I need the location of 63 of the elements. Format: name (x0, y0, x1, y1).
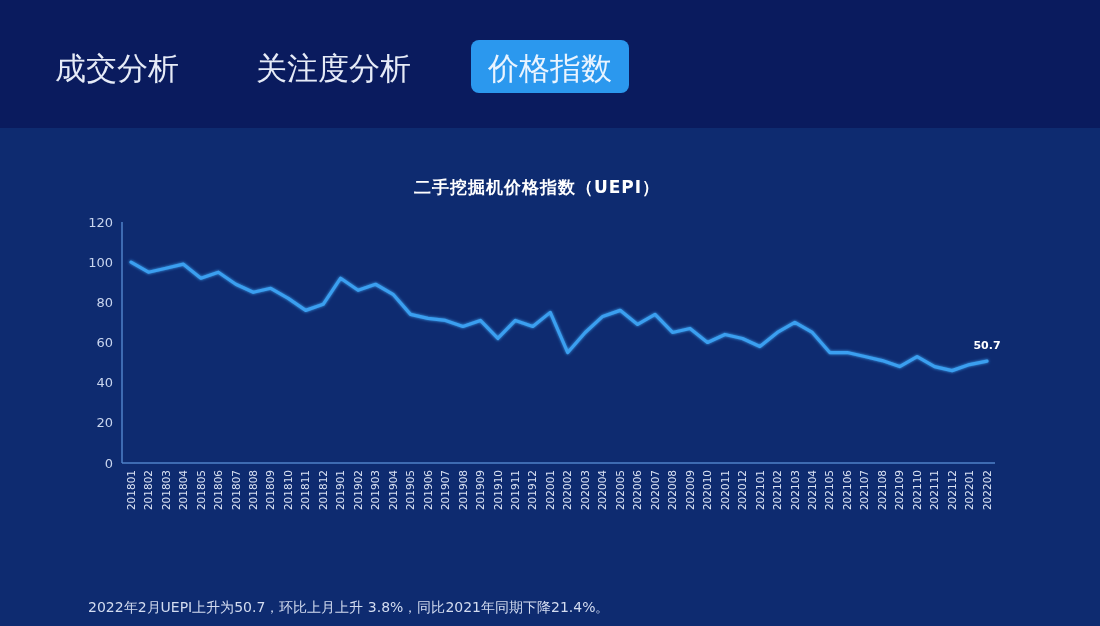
chart-title: 二手挖掘机价格指数（UEPI） (413, 177, 661, 197)
x-tick-label: 201912 (526, 470, 539, 511)
x-tick-label: 202005 (613, 470, 626, 511)
x-tick-label: 201903 (369, 470, 382, 511)
x-tick-label: 202011 (718, 470, 731, 511)
x-tick-label: 201905 (404, 470, 417, 511)
x-tick-label: 201803 (159, 470, 172, 511)
x-tick-label: 201904 (386, 469, 399, 511)
y-tick-label: 40 (96, 375, 113, 391)
x-tick-label: 201804 (177, 469, 190, 511)
x-tick-label: 202103 (788, 470, 801, 511)
text: 2022年2月UEPI上升为50.7，环比上月上升 3.8%，同比2021年同期下降21.4%。 (88, 599, 610, 615)
x-tick-label: 202104 (805, 469, 818, 511)
x-tick-label: 202105 (823, 470, 836, 511)
x-tick-label: 202101 (753, 470, 766, 511)
x-tick-label: 201909 (474, 470, 487, 511)
x-tick-label: 202010 (701, 470, 714, 511)
x-tick-label: 201907 (439, 470, 452, 511)
x-tick-label: 202008 (666, 470, 679, 511)
x-tick-label: 201910 (491, 470, 504, 511)
x-tick-label: 202001 (543, 470, 556, 511)
x-tick-label: 202106 (840, 469, 853, 511)
x-tick-label: 201809 (264, 470, 277, 511)
x-tick-label: 202012 (736, 470, 749, 511)
y-tick-label: 60 (96, 335, 113, 351)
x-tick-label: 201908 (456, 470, 469, 511)
x-tick-label: 202007 (648, 470, 661, 511)
y-tick-label: 0 (104, 455, 113, 471)
y-tick-label: 100 (88, 254, 113, 270)
x-tick-label: 201810 (281, 470, 294, 511)
x-tick-label: 202003 (578, 470, 591, 511)
text: 关注度分析 (256, 50, 411, 86)
x-tick-label: 201806 (212, 469, 225, 511)
x-tick-label: 201807 (229, 470, 242, 511)
x-tick-label: 202201 (963, 470, 976, 511)
x-tick-label: 201802 (142, 470, 155, 511)
y-tick-label: 20 (96, 415, 113, 431)
x-tick-label: 202110 (910, 470, 923, 511)
x-tick-label: 202002 (561, 470, 574, 511)
text: 成交分析 (55, 50, 179, 86)
x-tick-label: 202112 (945, 470, 958, 511)
x-tick-label: 201901 (334, 470, 347, 511)
x-tick-label: 201808 (246, 470, 259, 511)
x-tick-label: 202107 (858, 470, 871, 511)
x-tick-label: 201911 (509, 470, 521, 511)
x-tick-label: 202004 (596, 469, 609, 511)
x-tick-label: 201805 (194, 470, 207, 511)
x-tick-label: 202111 (928, 470, 941, 511)
x-tick-label: 202102 (771, 470, 784, 511)
x-tick-label: 202202 (980, 470, 993, 511)
x-tick-label: 201811 (299, 470, 312, 511)
data-label: 50.7 (973, 339, 1001, 353)
y-tick-label: 80 (96, 294, 113, 310)
x-tick-label: 201902 (351, 470, 364, 511)
x-tick-label: 202108 (875, 470, 888, 511)
text: 价格指数 (487, 50, 612, 86)
x-tick-label: 201906 (421, 469, 434, 511)
x-tick-label: 202109 (893, 470, 906, 511)
x-tick-label: 201801 (124, 470, 137, 511)
y-tick-label: 120 (88, 214, 113, 230)
x-tick-label: 202009 (683, 470, 696, 511)
x-tick-label: 202006 (631, 469, 644, 511)
x-tick-label: 201812 (316, 470, 329, 511)
